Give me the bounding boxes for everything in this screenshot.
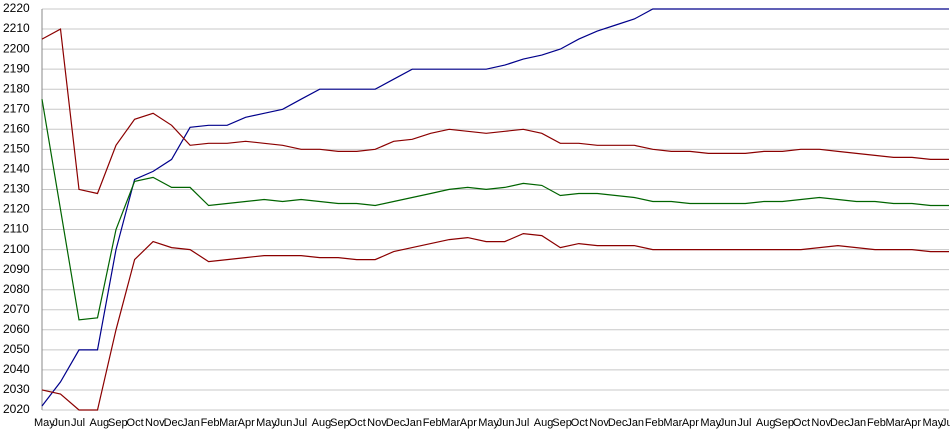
x-tick-label: Mar [441, 417, 460, 429]
y-tick-label: 2130 [3, 182, 30, 196]
y-tick-label: 2110 [3, 222, 29, 236]
x-tick-label: Aug [756, 417, 776, 429]
x-tick-label: Nov [367, 417, 387, 429]
x-tick-label: Aug [534, 417, 554, 429]
x-tick-label: May [34, 417, 55, 429]
x-tick-label: Jun [497, 417, 515, 429]
x-tick-label: Dec [830, 417, 850, 429]
x-tick-label: May [922, 417, 943, 429]
x-tick-label: Aug [90, 417, 110, 429]
x-tick-label: Sep [774, 417, 794, 429]
y-tick-label: 2050 [3, 342, 30, 356]
x-tick-label: Aug [312, 417, 332, 429]
y-tick-label: 2040 [3, 362, 30, 376]
y-tick-label: 2160 [3, 121, 30, 135]
x-tick-label: Feb [645, 417, 664, 429]
x-tick-label: Jul [737, 417, 751, 429]
x-tick-label: Feb [201, 417, 220, 429]
x-tick-label: Apr [460, 417, 477, 429]
y-tick-label: 2120 [3, 202, 30, 216]
x-tick-label: Mar [219, 417, 238, 429]
y-tick-label: 2170 [3, 101, 30, 115]
series-line [41, 8, 949, 407]
x-tick-label: May [256, 417, 277, 429]
y-tick-label: 2140 [3, 162, 30, 176]
x-tick-label: Dec [164, 417, 184, 429]
x-tick-label: Dec [386, 417, 406, 429]
y-tick-label: 2060 [3, 322, 30, 336]
x-tick-label: Apr [682, 417, 699, 429]
y-tick-label: 2030 [3, 382, 30, 396]
x-tick-label: Sep [552, 417, 572, 429]
x-tick-label: Jun [53, 417, 71, 429]
x-tick-label: Sep [330, 417, 350, 429]
y-tick-label: 2210 [3, 21, 30, 35]
x-tick-label: Oct [127, 417, 144, 429]
x-tick-label: Jan [404, 417, 422, 429]
x-tick-label: Jan [182, 417, 200, 429]
x-tick-label: Jun [275, 417, 293, 429]
series-line [41, 232, 949, 411]
y-tick-label: 2020 [3, 402, 30, 416]
x-tick-label: Oct [571, 417, 588, 429]
x-tick-label: Feb [867, 417, 886, 429]
x-tick-label: Dec [608, 417, 628, 429]
x-tick-label: Oct [793, 417, 810, 429]
x-tick-label: Nov [811, 417, 831, 429]
x-tick-label: Mar [885, 417, 904, 429]
y-tick-label: 2150 [3, 142, 30, 156]
x-tick-label: Nov [589, 417, 609, 429]
y-tick-label: 2220 [3, 1, 30, 15]
x-tick-label: Oct [349, 417, 366, 429]
x-tick-label: May [700, 417, 721, 429]
x-tick-label: Apr [904, 417, 921, 429]
x-tick-label: Mar [663, 417, 682, 429]
y-tick-label: 2080 [3, 282, 30, 296]
x-tick-label: Jun [719, 417, 737, 429]
x-tick-label: Jun [941, 417, 950, 429]
y-tick-label: 2180 [3, 81, 30, 95]
x-tick-label: May [478, 417, 499, 429]
y-tick-label: 2090 [3, 262, 30, 276]
x-tick-label: Jul [71, 417, 85, 429]
x-tick-label: Apr [238, 417, 255, 429]
series-line [41, 99, 949, 321]
x-tick-label: Sep [108, 417, 128, 429]
x-tick-label: Jan [848, 417, 866, 429]
x-tick-label: Jul [293, 417, 307, 429]
series-line [41, 28, 949, 195]
y-tick-label: 2100 [3, 242, 30, 256]
y-tick-label: 2200 [3, 41, 30, 55]
x-tick-label: Jan [626, 417, 644, 429]
y-tick-label: 2190 [3, 61, 30, 75]
x-tick-label: Jul [515, 417, 529, 429]
y-tick-label: 2070 [3, 302, 30, 316]
x-tick-label: Nov [145, 417, 165, 429]
x-tick-label: Feb [423, 417, 442, 429]
